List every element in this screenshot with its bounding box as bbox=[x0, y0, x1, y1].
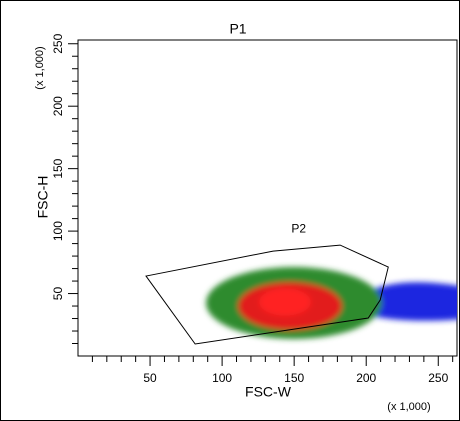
gate-label: P2 bbox=[291, 221, 306, 235]
y-tick-label: 200 bbox=[51, 96, 65, 116]
y-tick-label: 250 bbox=[51, 33, 65, 53]
chart-title: P1 bbox=[229, 21, 246, 37]
y-scale-label: (x 1,000) bbox=[34, 46, 46, 89]
y-tick-label: 100 bbox=[51, 221, 65, 241]
red-core bbox=[259, 288, 311, 316]
x-scale-label: (x 1,000) bbox=[387, 401, 430, 413]
population-clouds bbox=[206, 267, 457, 339]
y-tick-label: 150 bbox=[51, 158, 65, 178]
blue-population bbox=[372, 282, 457, 321]
y-axis-label: FSC-H bbox=[35, 176, 51, 219]
x-tick-label: 100 bbox=[212, 371, 232, 385]
x-tick-label: 200 bbox=[356, 371, 376, 385]
x-tick-label: 50 bbox=[143, 371, 157, 385]
x-tick-label: 150 bbox=[284, 371, 304, 385]
x-tick-label: 250 bbox=[428, 371, 448, 385]
gate-polygon bbox=[145, 244, 389, 345]
y-tick-label: 50 bbox=[51, 287, 65, 301]
x-axis-label: FSC-W bbox=[245, 384, 292, 400]
